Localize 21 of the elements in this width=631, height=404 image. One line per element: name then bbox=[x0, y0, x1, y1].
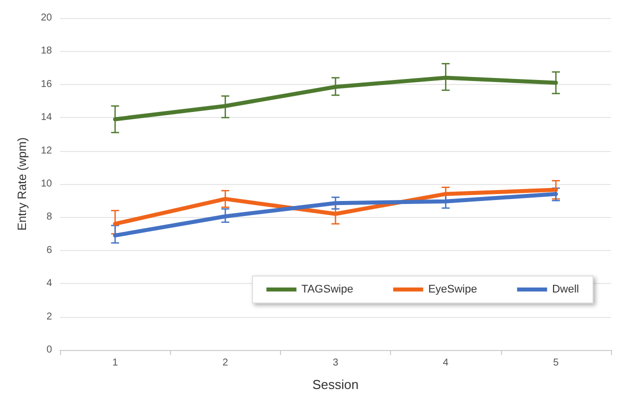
y-tick-label: 6 bbox=[46, 244, 52, 256]
y-tick-label: 18 bbox=[40, 46, 52, 57]
y-tick-label: 2 bbox=[46, 311, 52, 322]
y-tick-label: 12 bbox=[40, 145, 52, 156]
y-tick-label: 10 bbox=[40, 178, 52, 190]
y-tick-label: 20 bbox=[40, 12, 52, 24]
y-tick-label: 0 bbox=[46, 344, 52, 356]
x-axis-title: Session bbox=[312, 377, 359, 392]
y-tick-label: 8 bbox=[46, 212, 52, 223]
y-tick-label: 4 bbox=[46, 278, 52, 290]
x-tick-label: 5 bbox=[553, 358, 560, 368]
x-tick-label: 3 bbox=[332, 358, 339, 368]
x-tick-label: 4 bbox=[442, 358, 449, 368]
legend-label: EyeSwipe bbox=[428, 284, 478, 296]
y-tick-label: 14 bbox=[40, 112, 52, 124]
y-axis-title: Entry Rate (wpm) bbox=[15, 137, 29, 231]
y-tick-label: 16 bbox=[40, 78, 52, 90]
x-tick-label: 1 bbox=[112, 358, 118, 368]
x-tick-label: 2 bbox=[222, 358, 229, 368]
legend-label: Dwell bbox=[552, 284, 580, 296]
legend-label: TAGSwipe bbox=[301, 284, 354, 296]
